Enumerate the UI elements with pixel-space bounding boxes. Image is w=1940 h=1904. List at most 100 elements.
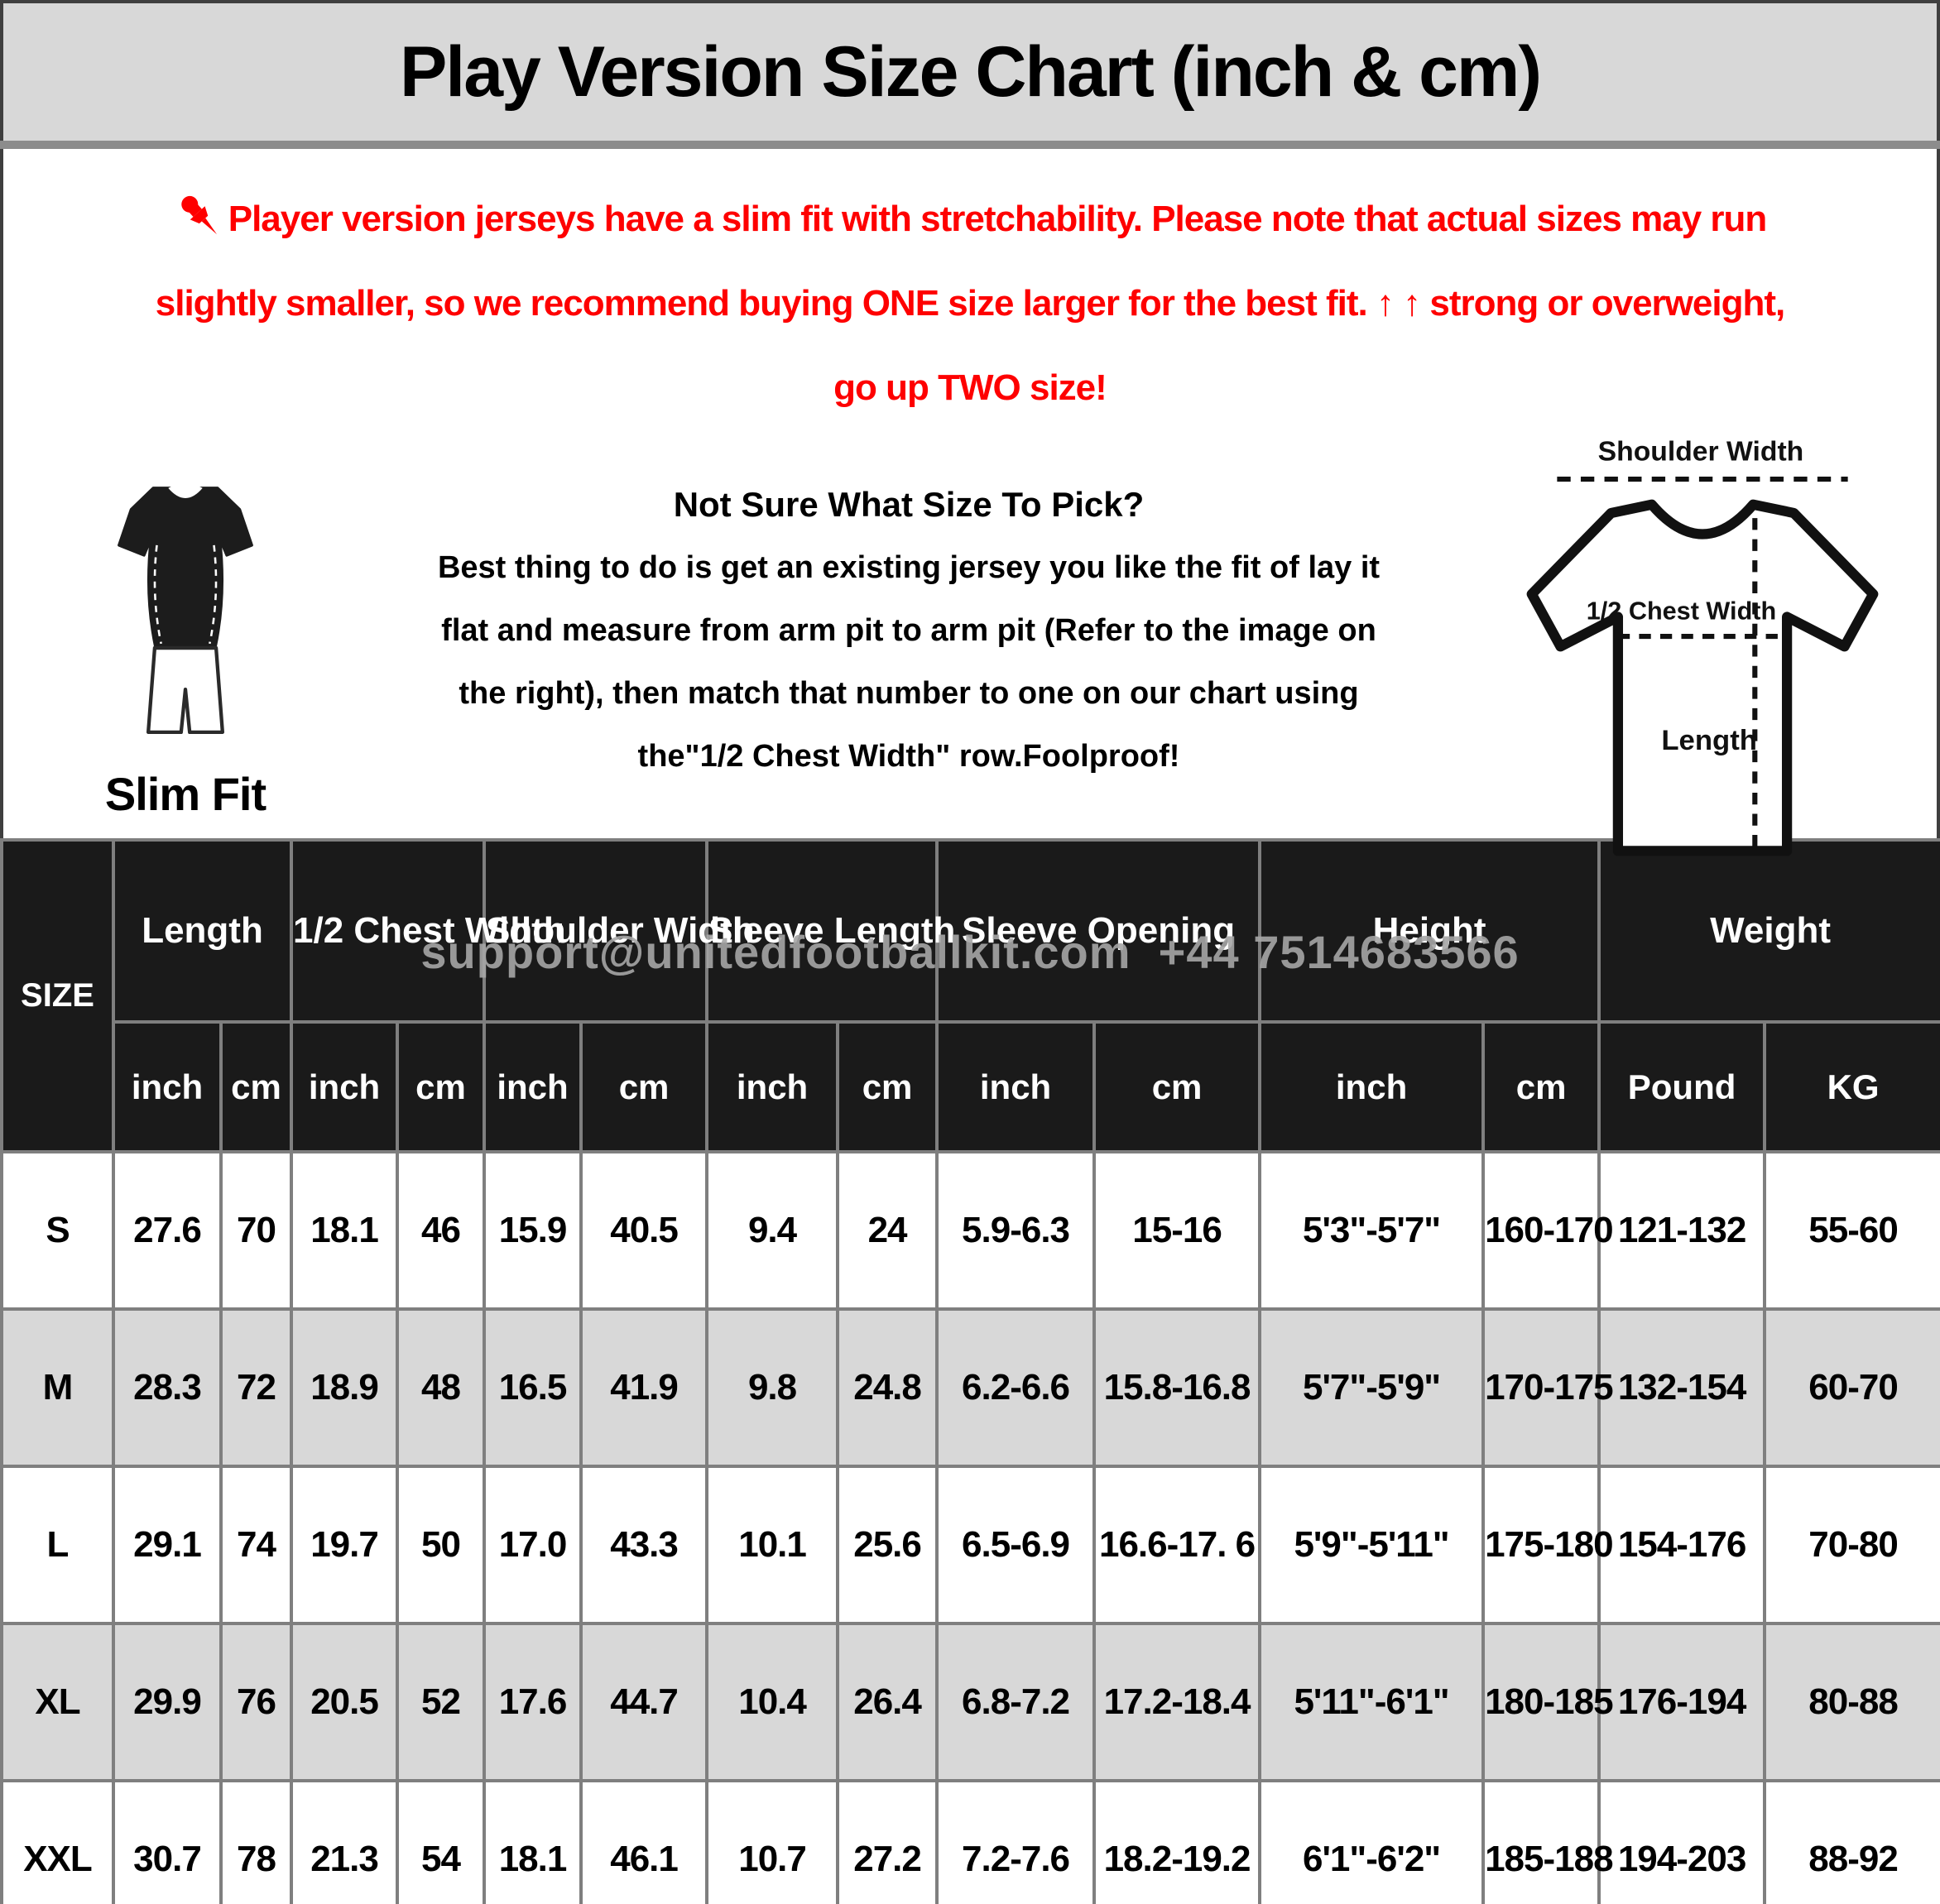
table-row-m: M 28.3 72 18.9 48 16.5 41.9 9.8 24.8 6.2… [0,1307,1940,1468]
table-cell: 76 [218,1622,294,1782]
half-chest-width-label: 1/2 Chest Width [1587,597,1776,626]
title-bar: Play Version Size Chart (inch & cm) [0,0,1940,141]
slim-fit-label: Slim Fit [104,768,267,820]
table-cell: 19.7 [290,1465,400,1625]
info-section: Player version jerseys have a slim fit w… [0,149,1940,856]
table-cell: 194-203 [1597,1779,1767,1904]
subheader-unit: cm [396,1020,487,1153]
subheader-unit: Pound [1597,1020,1767,1153]
size-help-line-1: Best thing to do is get an existing jers… [437,550,1381,585]
table-cell: 180-185 [1481,1622,1614,1782]
table-cell: 6'1"-6'2" [1258,1779,1486,1904]
length-label: Length [1661,725,1757,756]
col-header-size: SIZE [0,838,115,1153]
page-title: Play Version Size Chart (inch & cm) [399,31,1542,112]
table-cell: 6.8-7.2 [935,1622,1097,1782]
table-cell: 160-170 [1481,1150,1614,1311]
subheader-unit: cm [836,1020,939,1153]
table-cell: 70-80 [1763,1465,1940,1625]
table-cell: 21.3 [290,1779,400,1904]
table-cell: 25.6 [836,1465,939,1625]
table-row-l: L 29.1 74 19.7 50 17.0 43.3 10.1 25.6 6.… [0,1465,1940,1625]
tshirt-diagram-icon: Shoulder Width 1/2 Chest Width Length [1526,437,1879,856]
table-cell: 16.5 [483,1307,583,1468]
table-cell: 10.1 [705,1465,840,1625]
table-cell: 46 [396,1150,487,1311]
notice-line-1: Player version jerseys have a slim fit w… [3,177,1937,261]
table-cell: 78 [218,1779,294,1904]
table-cell: 5.9-6.3 [935,1150,1097,1311]
table-cell: 121-132 [1597,1150,1767,1311]
subheader-unit: inch [705,1020,840,1153]
table-cell: 54 [396,1779,487,1904]
size-cell: XXL [0,1779,115,1904]
table-cell: 16.6-17. 6 [1092,1465,1262,1625]
table-cell: 43.3 [579,1465,709,1625]
subheader-unit: cm [1481,1020,1601,1153]
table-cell: 29.1 [112,1465,223,1625]
slim-fit-figure: Slim Fit [61,467,310,821]
subheader-unit: inch [1258,1020,1486,1153]
subheader-unit: cm [579,1020,709,1153]
table-row-xxl: XXL 30.7 78 21.3 54 18.1 46.1 10.7 27.2 … [0,1779,1940,1904]
table-cell: 154-176 [1597,1465,1767,1625]
table-cell: 72 [218,1307,294,1468]
table-cell: 24 [836,1150,939,1311]
table-cell: 20.5 [290,1622,400,1782]
subheader-unit: cm [1092,1020,1262,1153]
table-cell: 74 [218,1465,294,1625]
info-row: Slim Fit Not Sure What Size To Pick? Bes… [3,430,1937,879]
table-cell: 5'9"-5'11" [1258,1465,1486,1625]
table-cell: 50 [396,1465,487,1625]
size-help-heading: Not Sure What Size To Pick? [673,485,1145,524]
table-cell: 5'11"-6'1" [1258,1622,1486,1782]
col-header-weight: Weight [1597,838,1940,1024]
table-cell: 176-194 [1597,1622,1767,1782]
subheader-unit: inch [935,1020,1097,1153]
col-header-half-chest-width: 1/2 Chest Width [290,838,566,1024]
shoulder-width-label: Shoulder Width [1598,437,1804,468]
table-cell: 15.8-16.8 [1092,1307,1262,1468]
table-cell: 30.7 [112,1779,223,1904]
table-cell: 9.8 [705,1307,840,1468]
size-help-text: Not Sure What Size To Pick? Best thing t… [310,473,1508,788]
table-cell: 70 [218,1150,294,1311]
table-cell: 80-88 [1763,1622,1940,1782]
table-cell: 60-70 [1763,1307,1940,1468]
subheader-unit: KG [1763,1020,1940,1153]
subheader-unit: cm [218,1020,294,1153]
table-cell: 44.7 [579,1622,709,1782]
pushpin-icon [174,189,227,242]
table-cell: 55-60 [1763,1150,1940,1311]
table-cell: 17.2-18.4 [1092,1622,1262,1782]
table-cell: 28.3 [112,1307,223,1468]
table-cell: 41.9 [579,1307,709,1468]
col-header-sleeve-opening: Sleeve Opening [935,838,1262,1024]
col-header-height: Height [1258,838,1601,1024]
table-cell: 48 [396,1307,487,1468]
size-help-line-4: the"1/2 Chest Width" row.Foolproof! [637,739,1180,774]
table-cell: 18.1 [290,1150,400,1311]
subheader-unit: inch [483,1020,583,1153]
table-cell: 10.4 [705,1622,840,1782]
table-cell: 18.1 [483,1779,583,1904]
table-cell: 5'7"-5'9" [1258,1307,1486,1468]
table-cell: 175-180 [1481,1465,1614,1625]
table-cell: 18.9 [290,1307,400,1468]
table-row-xl: XL 29.9 76 20.5 52 17.6 44.7 10.4 26.4 6… [0,1622,1940,1782]
slim-fit-icon [61,467,310,752]
col-header-length: Length [111,838,294,1024]
size-cell: XL [0,1622,115,1782]
table-cell: 46.1 [579,1779,709,1904]
subheader-unit: inch [112,1020,223,1153]
table-cell: 132-154 [1597,1307,1767,1468]
table-cell: 29.9 [112,1622,223,1782]
notice-line-2: slightly smaller, so we recommend buying… [155,283,1785,324]
table-cell: 15.9 [483,1150,583,1311]
col-header-sleeve-length: Sleeve Length [705,838,955,1024]
table-cell: 10.7 [705,1779,840,1904]
subheader-unit: inch [290,1020,400,1153]
fit-notice: Player version jerseys have a slim fit w… [3,149,1937,430]
size-chart-table: SIZE Length 1/2 Chest Width Shoulder Wid… [0,838,1940,1904]
table-cell: 9.4 [705,1150,840,1311]
